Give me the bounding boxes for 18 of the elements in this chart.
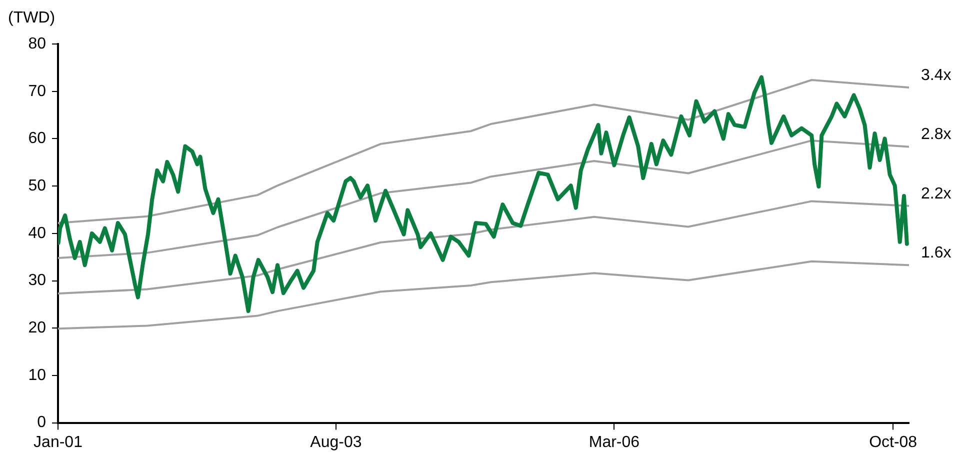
y-tick-label: 40 [28, 224, 46, 242]
x-tick-label: Aug-03 [310, 434, 362, 451]
y-tick-label: 60 [28, 130, 46, 148]
x-tick-label: Oct-08 [869, 434, 918, 451]
y-tick-label: 10 [28, 366, 46, 384]
y-tick-label: 80 [28, 35, 46, 52]
y-tick-label: 20 [28, 320, 46, 337]
y-axis-title: (TWD) [8, 9, 56, 26]
series-label: 2.8x [921, 126, 952, 144]
x-tick-label: Mar-06 [588, 434, 640, 451]
series-label: 1.6x [921, 244, 952, 262]
y-tick-label: 0 [37, 414, 46, 432]
series-label: 3.4x [921, 66, 952, 84]
y-tick-label: 50 [28, 177, 46, 194]
y-tick-label: 70 [28, 82, 46, 100]
x-tick-label: Jan-01 [34, 434, 83, 451]
y-tick-label: 30 [28, 272, 46, 290]
series-label: 2.2x [921, 185, 952, 202]
